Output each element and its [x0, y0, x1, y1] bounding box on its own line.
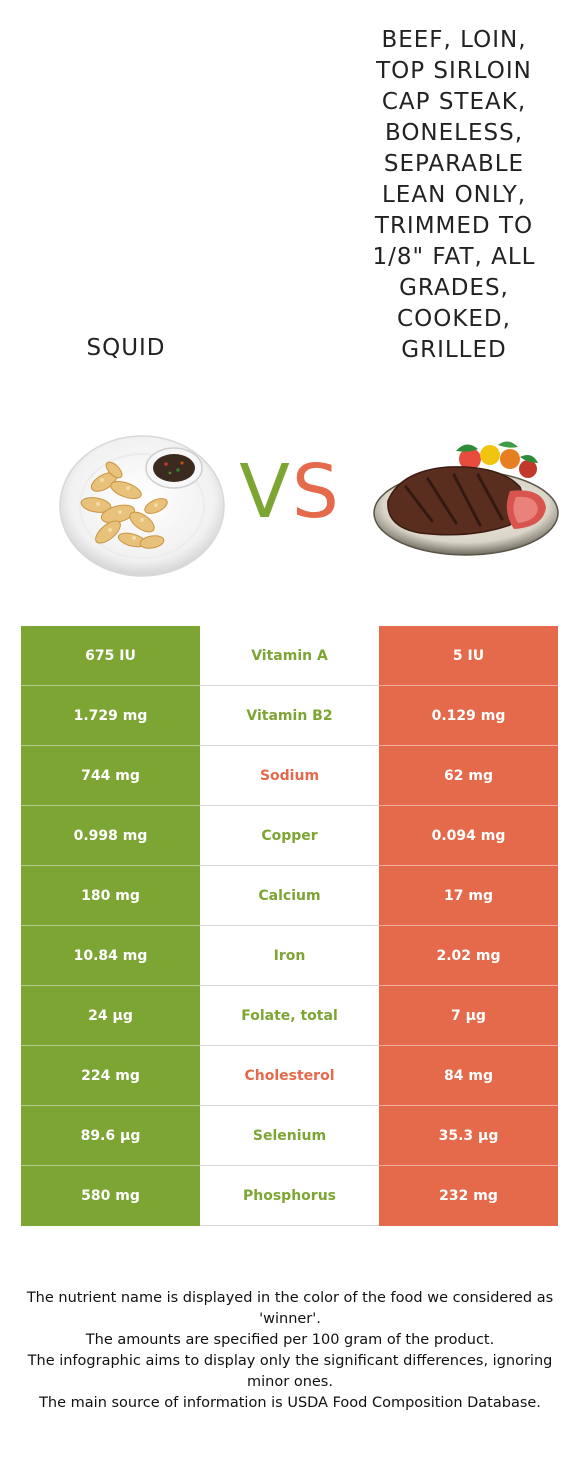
right-food-value: 35.3 µg [379, 1106, 558, 1166]
right-food-value: 17 mg [379, 866, 558, 926]
footnote-line: The amounts are specified per 100 gram o… [85, 1332, 495, 1348]
left-food-value: 1.729 mg [21, 686, 200, 746]
versus-label: VS [225, 442, 355, 542]
left-food-value: 89.6 µg [21, 1106, 200, 1166]
left-food-value: 10.84 mg [21, 926, 200, 986]
footnote: The nutrient name is displayed in the co… [20, 1288, 560, 1414]
footnote-line: The main source of information is USDA F… [39, 1395, 541, 1411]
table-row: 0.998 mg Copper 0.094 mg [21, 806, 558, 866]
right-food-value: 232 mg [379, 1166, 558, 1226]
grilled-steak-plate-icon [373, 441, 559, 556]
nutrient-name: Iron [200, 926, 379, 986]
right-food-value: 7 µg [379, 986, 558, 1046]
right-food-value: 0.094 mg [379, 806, 558, 866]
table-row: 1.729 mg Vitamin B2 0.129 mg [21, 686, 558, 746]
left-food-value: 744 mg [21, 746, 200, 806]
right-food-value: 2.02 mg [379, 926, 558, 986]
nutrient-name: Selenium [200, 1106, 379, 1166]
table-row: 224 mg Cholesterol 84 mg [21, 1046, 558, 1106]
table-row: 580 mg Phosphorus 232 mg [21, 1166, 558, 1226]
nutrient-name: Calcium [200, 866, 379, 926]
table-row: 24 µg Folate, total 7 µg [21, 986, 558, 1046]
nutrient-name: Cholesterol [200, 1046, 379, 1106]
right-food-value: 84 mg [379, 1046, 558, 1106]
footnote-line: The infographic aims to display only the… [27, 1353, 553, 1390]
right-food-value: 0.129 mg [379, 686, 558, 746]
left-food-title: Squid [86, 335, 166, 361]
table-row: 180 mg Calcium 17 mg [21, 866, 558, 926]
nutrient-name: Vitamin A [200, 626, 379, 686]
fried-squid-plate-icon [59, 435, 225, 577]
nutrient-name: Vitamin B2 [200, 686, 379, 746]
left-food-value: 675 IU [21, 626, 200, 686]
right-food-value: 5 IU [379, 626, 558, 686]
left-food-value: 180 mg [21, 866, 200, 926]
table-row: 744 mg Sodium 62 mg [21, 746, 558, 806]
nutrient-name: Sodium [200, 746, 379, 806]
left-food-value: 0.998 mg [21, 806, 200, 866]
left-food-value: 24 µg [21, 986, 200, 1046]
nutrient-name: Copper [200, 806, 379, 866]
vs-v-letter: V [239, 449, 292, 535]
table-row: 89.6 µg Selenium 35.3 µg [21, 1106, 558, 1166]
nutrient-name: Phosphorus [200, 1166, 379, 1226]
nutrient-name: Folate, total [200, 986, 379, 1046]
table-row: 10.84 mg Iron 2.02 mg [21, 926, 558, 986]
left-food-value: 224 mg [21, 1046, 200, 1106]
left-food-value: 580 mg [21, 1166, 200, 1226]
footnote-line: The nutrient name is displayed in the co… [26, 1290, 554, 1327]
right-food-title: Beef, loin, top sirloin cap steak, bonel… [372, 27, 536, 363]
right-food-value: 62 mg [379, 746, 558, 806]
vs-s-letter: S [291, 449, 341, 535]
